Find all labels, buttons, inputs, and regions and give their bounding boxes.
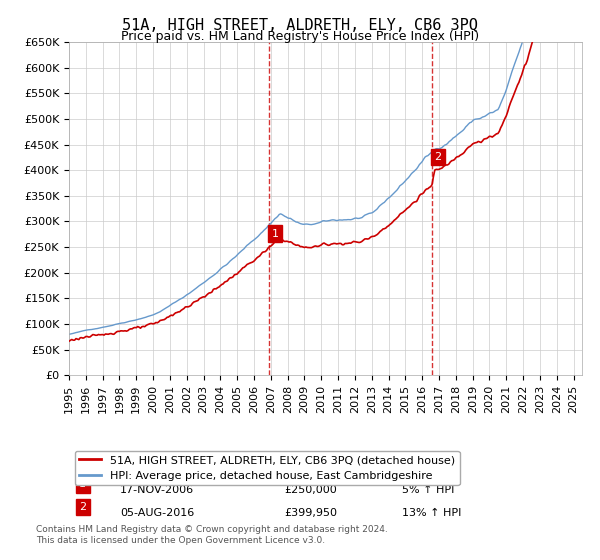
Text: £250,000: £250,000 — [284, 485, 337, 495]
Text: 2: 2 — [79, 502, 86, 512]
Text: 51A, HIGH STREET, ALDRETH, ELY, CB6 3PQ: 51A, HIGH STREET, ALDRETH, ELY, CB6 3PQ — [122, 18, 478, 34]
Text: 1: 1 — [271, 229, 278, 239]
Text: 2: 2 — [434, 152, 442, 162]
Text: 1: 1 — [79, 479, 86, 489]
Text: £399,950: £399,950 — [284, 508, 337, 518]
Text: Contains HM Land Registry data © Crown copyright and database right 2024.
This d: Contains HM Land Registry data © Crown c… — [36, 525, 388, 545]
Text: 5% ↑ HPI: 5% ↑ HPI — [403, 485, 455, 495]
Text: 05-AUG-2016: 05-AUG-2016 — [121, 508, 194, 518]
Text: 13% ↑ HPI: 13% ↑ HPI — [403, 508, 462, 518]
Text: Price paid vs. HM Land Registry's House Price Index (HPI): Price paid vs. HM Land Registry's House … — [121, 30, 479, 43]
Legend: 51A, HIGH STREET, ALDRETH, ELY, CB6 3PQ (detached house), HPI: Average price, de: 51A, HIGH STREET, ALDRETH, ELY, CB6 3PQ … — [74, 451, 460, 485]
Text: 17-NOV-2006: 17-NOV-2006 — [121, 485, 194, 495]
